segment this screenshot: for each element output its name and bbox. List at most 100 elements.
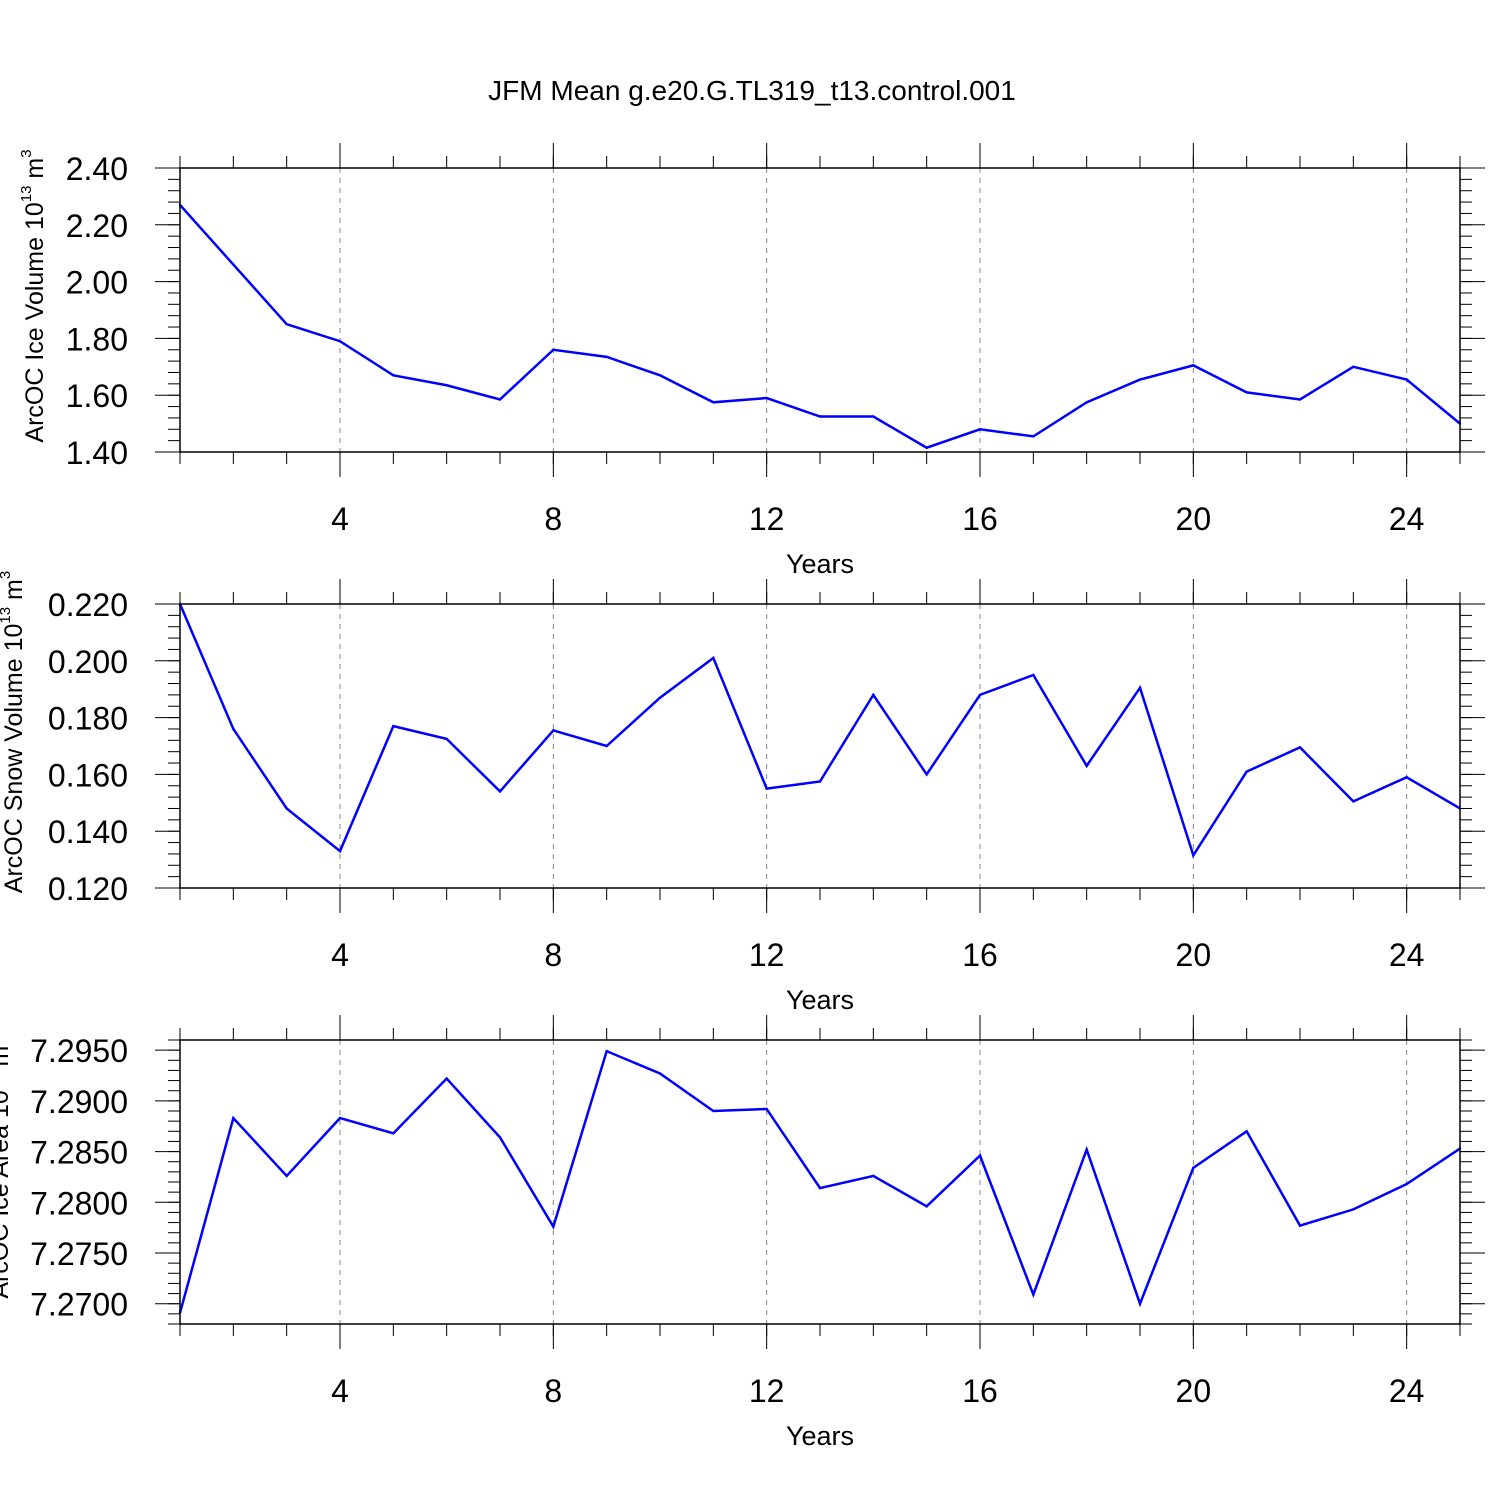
y-axis-unit-exponent: 3 — [18, 149, 35, 157]
data-point — [1298, 746, 1302, 749]
data-point — [658, 696, 662, 699]
data-point — [872, 415, 875, 418]
data-point — [1298, 398, 1302, 401]
y-tick-label: 1.80 — [66, 321, 128, 357]
y-tick-label: 2.40 — [66, 151, 128, 187]
x-tick-label: 24 — [1389, 937, 1425, 973]
x-tick-label: 4 — [331, 501, 349, 537]
data-point — [1192, 854, 1195, 857]
data-point — [1032, 435, 1035, 438]
y-tick-label: 0.120 — [48, 871, 128, 907]
y-tick-label: 0.140 — [48, 814, 128, 850]
data-point — [232, 727, 235, 731]
data-point — [1405, 1182, 1408, 1186]
data-point — [285, 323, 288, 326]
x-tick-label: 24 — [1389, 1373, 1425, 1409]
data-point — [552, 348, 555, 351]
x-tick-label: 12 — [749, 937, 785, 973]
y-tick-label: 7.2750 — [30, 1236, 128, 1272]
x-tick-label: 20 — [1176, 501, 1212, 537]
data-point — [445, 737, 448, 741]
x-tick-label: 20 — [1176, 937, 1212, 973]
chart-title: JFM Mean g.e20.G.TL319_t13.control.001 — [488, 75, 1016, 106]
data-point — [658, 1072, 662, 1075]
data-point — [445, 384, 448, 387]
x-tick-label: 4 — [331, 1373, 349, 1409]
data-point — [1352, 365, 1355, 368]
data-point — [1138, 686, 1142, 689]
data-point — [925, 773, 928, 776]
data-point — [712, 656, 715, 660]
data-point — [978, 693, 982, 697]
y-tick-label: 1.60 — [66, 378, 128, 414]
data-point — [1245, 391, 1248, 394]
y-tick-label: 7.2700 — [30, 1287, 128, 1323]
plot-frame — [179, 167, 1461, 453]
data-point — [925, 446, 928, 449]
y-tick-label: 0.220 — [48, 587, 128, 623]
data-point — [552, 729, 555, 732]
data-point — [765, 1107, 768, 1111]
x-axis-title: Years — [786, 549, 854, 579]
y-tick-label: 2.20 — [66, 208, 128, 244]
data-point — [1352, 800, 1355, 803]
panel-1: 1.40 1.60 1.80 2.00 2.20 2.40 4 8 12 16 20 24 Years A… — [18, 143, 1485, 579]
data-point — [765, 396, 768, 400]
y-axis-title-text: ArcOC Ice Volume 10 — [21, 202, 49, 442]
y-axis-title-text: ArcOC Snow Volume 10 — [0, 624, 28, 894]
x-tick-label: 16 — [962, 501, 998, 537]
y-tick-label: 7.2900 — [30, 1084, 128, 1120]
data-point — [232, 1116, 235, 1120]
y-tick-label: 1.40 — [66, 435, 128, 471]
y-tick-label: 0.200 — [48, 644, 128, 680]
series-line — [178, 1049, 1461, 1314]
data-point — [498, 790, 502, 793]
y-axis-exponent: 13 — [18, 186, 35, 203]
y-axis-unit-exponent: 3 — [0, 571, 14, 579]
data-point — [1138, 378, 1142, 381]
y-axis-exponent: 13 — [0, 607, 14, 624]
data-point — [872, 693, 875, 697]
x-axis-title: Years — [786, 985, 854, 1015]
x-axis-title: Years — [786, 1421, 854, 1451]
data-point — [818, 415, 822, 418]
data-point — [1138, 1302, 1142, 1305]
series-line — [179, 204, 1461, 450]
y-axis-title: ArcOC Ice Volume 1013 m3 — [18, 149, 49, 442]
y-tick-label: 0.180 — [48, 701, 128, 737]
data-point — [658, 374, 662, 377]
y-axis-unit: m — [0, 1046, 14, 1074]
series-line — [178, 603, 1461, 859]
data-point — [338, 1116, 342, 1120]
plot-frame — [179, 603, 1461, 889]
x-tick-label: 8 — [544, 1373, 562, 1409]
plot-frame — [179, 1039, 1461, 1325]
x-tick-label: 24 — [1389, 501, 1425, 537]
data-point — [1192, 1166, 1195, 1170]
panel-3: 7.2700 7.2750 7.2800 7.2850 7.2900 7.2950 4 8 12… — [0, 1015, 1485, 1451]
y-axis-title: ArcOC Ice Area 1012 m2 — [0, 1037, 14, 1298]
y-tick-label: 2.00 — [66, 265, 128, 301]
data-point — [1085, 764, 1088, 768]
x-tick-label: 16 — [962, 1373, 998, 1409]
data-point — [552, 1225, 555, 1228]
data-point — [765, 787, 768, 790]
data-point — [872, 1174, 875, 1178]
y-tick-label: 7.2800 — [30, 1185, 128, 1221]
y-axis-unit: m — [21, 158, 49, 186]
y-axis-title-text: ArcOC Ice Area 10 — [0, 1090, 14, 1298]
data-point — [392, 1132, 395, 1135]
x-tick-label: 8 — [544, 501, 562, 537]
data-point — [978, 428, 982, 431]
data-point — [818, 780, 822, 783]
data-point — [285, 1174, 288, 1178]
data-point — [1405, 378, 1408, 381]
x-tick-label: 16 — [962, 937, 998, 973]
y-tick-label: 7.2950 — [30, 1033, 128, 1069]
data-point — [338, 340, 342, 343]
data-point — [338, 849, 342, 853]
x-tick-label: 12 — [749, 501, 785, 537]
x-tick-label: 12 — [749, 1373, 785, 1409]
y-tick-label: 0.160 — [48, 757, 128, 793]
